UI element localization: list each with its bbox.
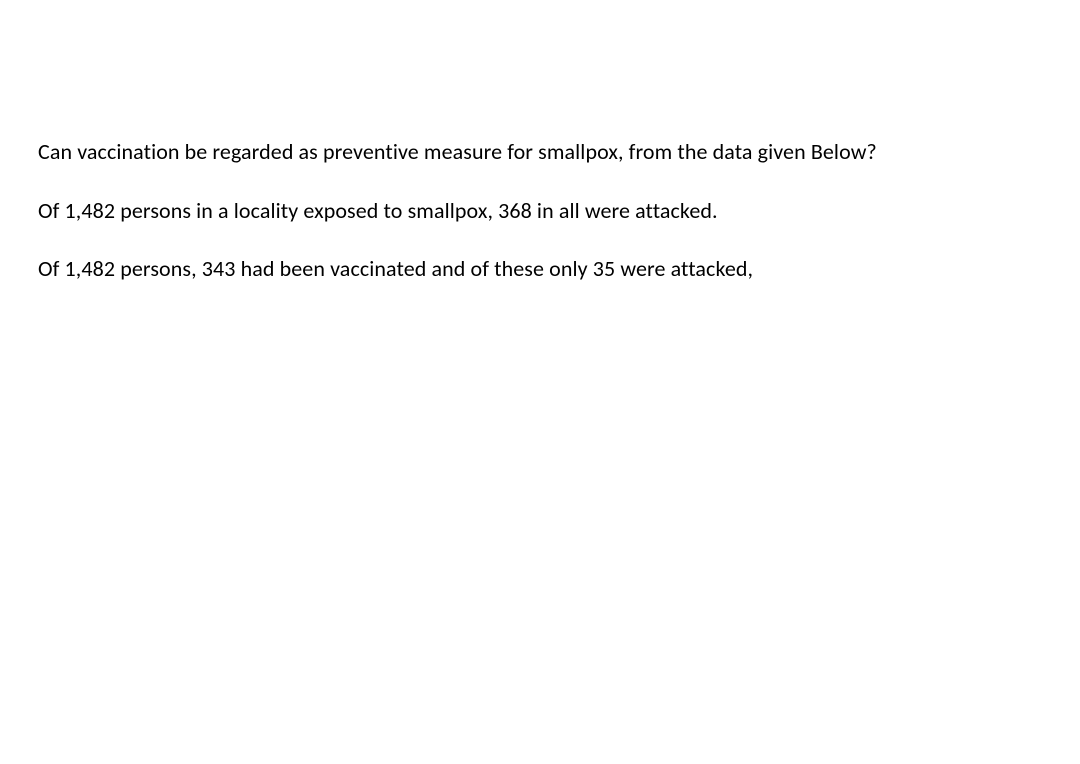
paragraph-data-2: Of 1,482 persons, 343 had been vaccinate… <box>38 254 1042 284</box>
paragraph-data-1: Of 1,482 persons in a locality exposed t… <box>38 196 1042 226</box>
paragraph-question: Can vaccination be regarded as preventiv… <box>38 137 1042 167</box>
